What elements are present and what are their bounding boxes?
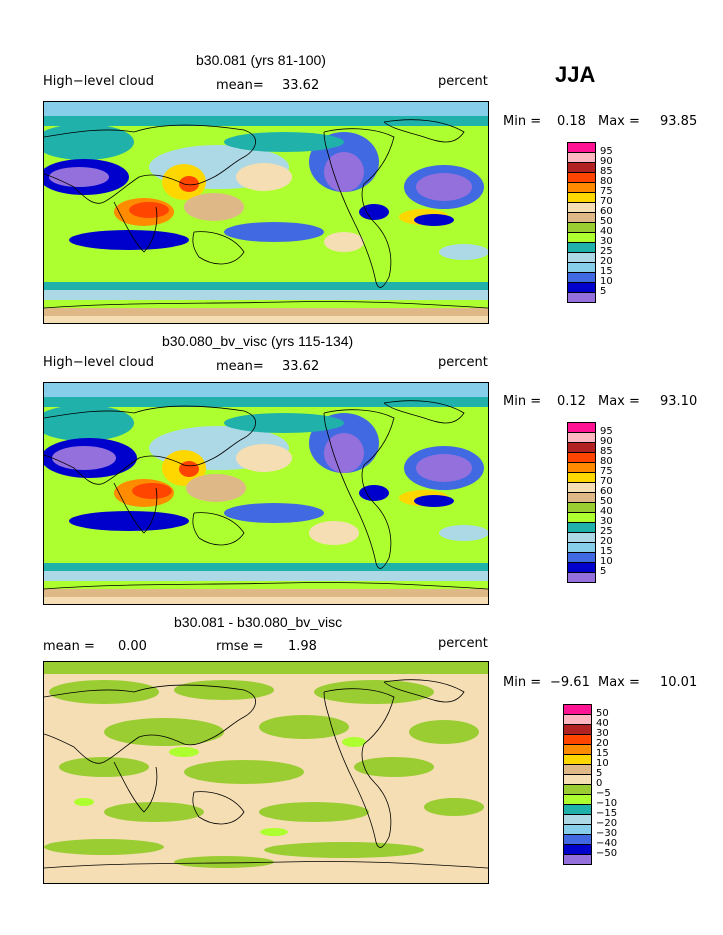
panel3-rmse-value: 1.98 <box>288 639 317 654</box>
panel3-colorbar-tick-label: 40 <box>596 718 609 729</box>
panel1-colorbar-tick-label: 30 <box>600 236 613 247</box>
panel3-colorbar-tick-label: 10 <box>596 758 609 769</box>
panel1-colorbar-tick-label: 5 <box>600 286 607 297</box>
panel2-colorbar-tick-label: 15 <box>600 546 613 557</box>
panel3-min-value: −9.61 <box>550 675 590 690</box>
panel2-colorbar-tick-label: 70 <box>600 476 613 487</box>
panel2-colorbar-tick-label: 80 <box>600 456 613 467</box>
panel2-colorbar <box>567 422 596 583</box>
panel1-colorbar-tick-label: 90 <box>600 156 613 167</box>
panel2-max-value: 93.10 <box>660 394 698 409</box>
panel2-min-value: 0.12 <box>557 394 586 409</box>
panel3-colorbar-swatch <box>563 854 592 865</box>
panel2-colorbar-tick-label: 90 <box>600 436 613 447</box>
panel2-units: percent <box>438 355 488 370</box>
panel3-units: percent <box>438 636 488 651</box>
panel2-variable: High−level cloud <box>43 355 155 370</box>
panel3-colorbar-tick-label: −10 <box>596 798 618 809</box>
panel1-mean-label: mean= <box>216 78 264 93</box>
panel3-colorbar <box>563 704 592 865</box>
panel3-colorbar-tick-label: 50 <box>596 708 609 719</box>
panel2-colorbar-tick-label: 50 <box>600 496 613 507</box>
panel2-colorbar-swatch <box>567 572 596 583</box>
panel1-max-label: Max = <box>598 114 640 129</box>
panel1-max-value: 93.85 <box>660 114 698 129</box>
panel2-colorbar-tick-label: 20 <box>600 536 613 547</box>
panel1-variable: High−level cloud <box>43 74 155 89</box>
panel3-rmse-label: rmse = <box>216 639 264 654</box>
panel1-min-value: 0.18 <box>557 114 586 129</box>
panel1-colorbar-tick-label: 15 <box>600 266 613 277</box>
panel3-colorbar-tick-label: 20 <box>596 738 609 749</box>
panel1-colorbar-tick-label: 85 <box>600 166 613 177</box>
panel2-colorbar-tick-label: 10 <box>600 556 613 567</box>
panel1-colorbar-tick-label: 95 <box>600 146 613 157</box>
panel3-colorbar-tick-label: −15 <box>596 808 618 819</box>
panel2-colorbar-tick-label: 25 <box>600 526 613 537</box>
panel2-colorbar-tick-label: 5 <box>600 566 607 577</box>
panel2-min-label: Min = <box>503 394 542 409</box>
panel3-map <box>43 661 489 884</box>
panel3-colorbar-tick-label: 0 <box>596 778 603 789</box>
panel2-colorbar-tick-label: 60 <box>600 486 613 497</box>
panel2-colorbar-tick-label: 75 <box>600 466 613 477</box>
panel1-min-label: Min = <box>503 114 542 129</box>
panel1-colorbar-tick-label: 50 <box>600 216 613 227</box>
panel3-colorbar-tick-label: 30 <box>596 728 609 739</box>
season-label: JJA <box>555 62 596 87</box>
panel1-map <box>43 101 489 324</box>
panel1-colorbar <box>567 142 596 303</box>
panel3-map-graphic <box>44 662 488 883</box>
panel3-max-label: Max = <box>598 675 640 690</box>
panel2-colorbar-tick-label: 40 <box>600 506 613 517</box>
panel1-colorbar-tick-label: 60 <box>600 206 613 217</box>
panel3-mean-label: mean = <box>43 639 95 654</box>
panel1-colorbar-tick-label: 20 <box>600 256 613 267</box>
panel1-mean-value: 33.62 <box>282 78 320 93</box>
panel3-colorbar-tick-label: −30 <box>596 828 618 839</box>
panel2-mean-label: mean= <box>216 359 264 374</box>
panel1-units: percent <box>438 74 488 89</box>
panel3-colorbar-tick-label: 15 <box>596 748 609 759</box>
panel1-map-graphic <box>44 102 488 323</box>
panel1-title: b30.081 (yrs 81-100) <box>196 52 326 68</box>
panel3-colorbar-tick-label: −20 <box>596 818 618 829</box>
panel3-colorbar-tick-label: 5 <box>596 768 603 779</box>
panel2-max-label: Max = <box>598 394 640 409</box>
panel2-map-graphic <box>44 383 488 604</box>
panel3-min-label: Min = <box>503 675 542 690</box>
panel1-colorbar-tick-label: 80 <box>600 176 613 187</box>
panel3-mean-value: 0.00 <box>118 639 147 654</box>
panel2-colorbar-tick-label: 95 <box>600 426 613 437</box>
panel3-colorbar-tick-label: −40 <box>596 838 618 849</box>
panel1-colorbar-tick-label: 70 <box>600 196 613 207</box>
panel1-colorbar-tick-label: 25 <box>600 246 613 257</box>
panel3-max-value: 10.01 <box>660 675 698 690</box>
panel1-colorbar-tick-label: 40 <box>600 226 613 237</box>
panel2-map <box>43 382 489 605</box>
panel3-colorbar-tick-label: −50 <box>596 848 618 859</box>
panel2-colorbar-tick-label: 85 <box>600 446 613 457</box>
panel2-colorbar-tick-label: 30 <box>600 516 613 527</box>
panel3-colorbar-tick-label: −5 <box>596 788 611 799</box>
panel1-colorbar-tick-label: 10 <box>600 276 613 287</box>
panel3-title: b30.081 - b30.080_bv_visc <box>174 614 343 630</box>
panel2-title: b30.080_bv_visc (yrs 115-134) <box>162 333 354 349</box>
panel1-colorbar-swatch <box>567 292 596 303</box>
panel2-mean-value: 33.62 <box>282 359 320 374</box>
panel1-colorbar-tick-label: 75 <box>600 186 613 197</box>
